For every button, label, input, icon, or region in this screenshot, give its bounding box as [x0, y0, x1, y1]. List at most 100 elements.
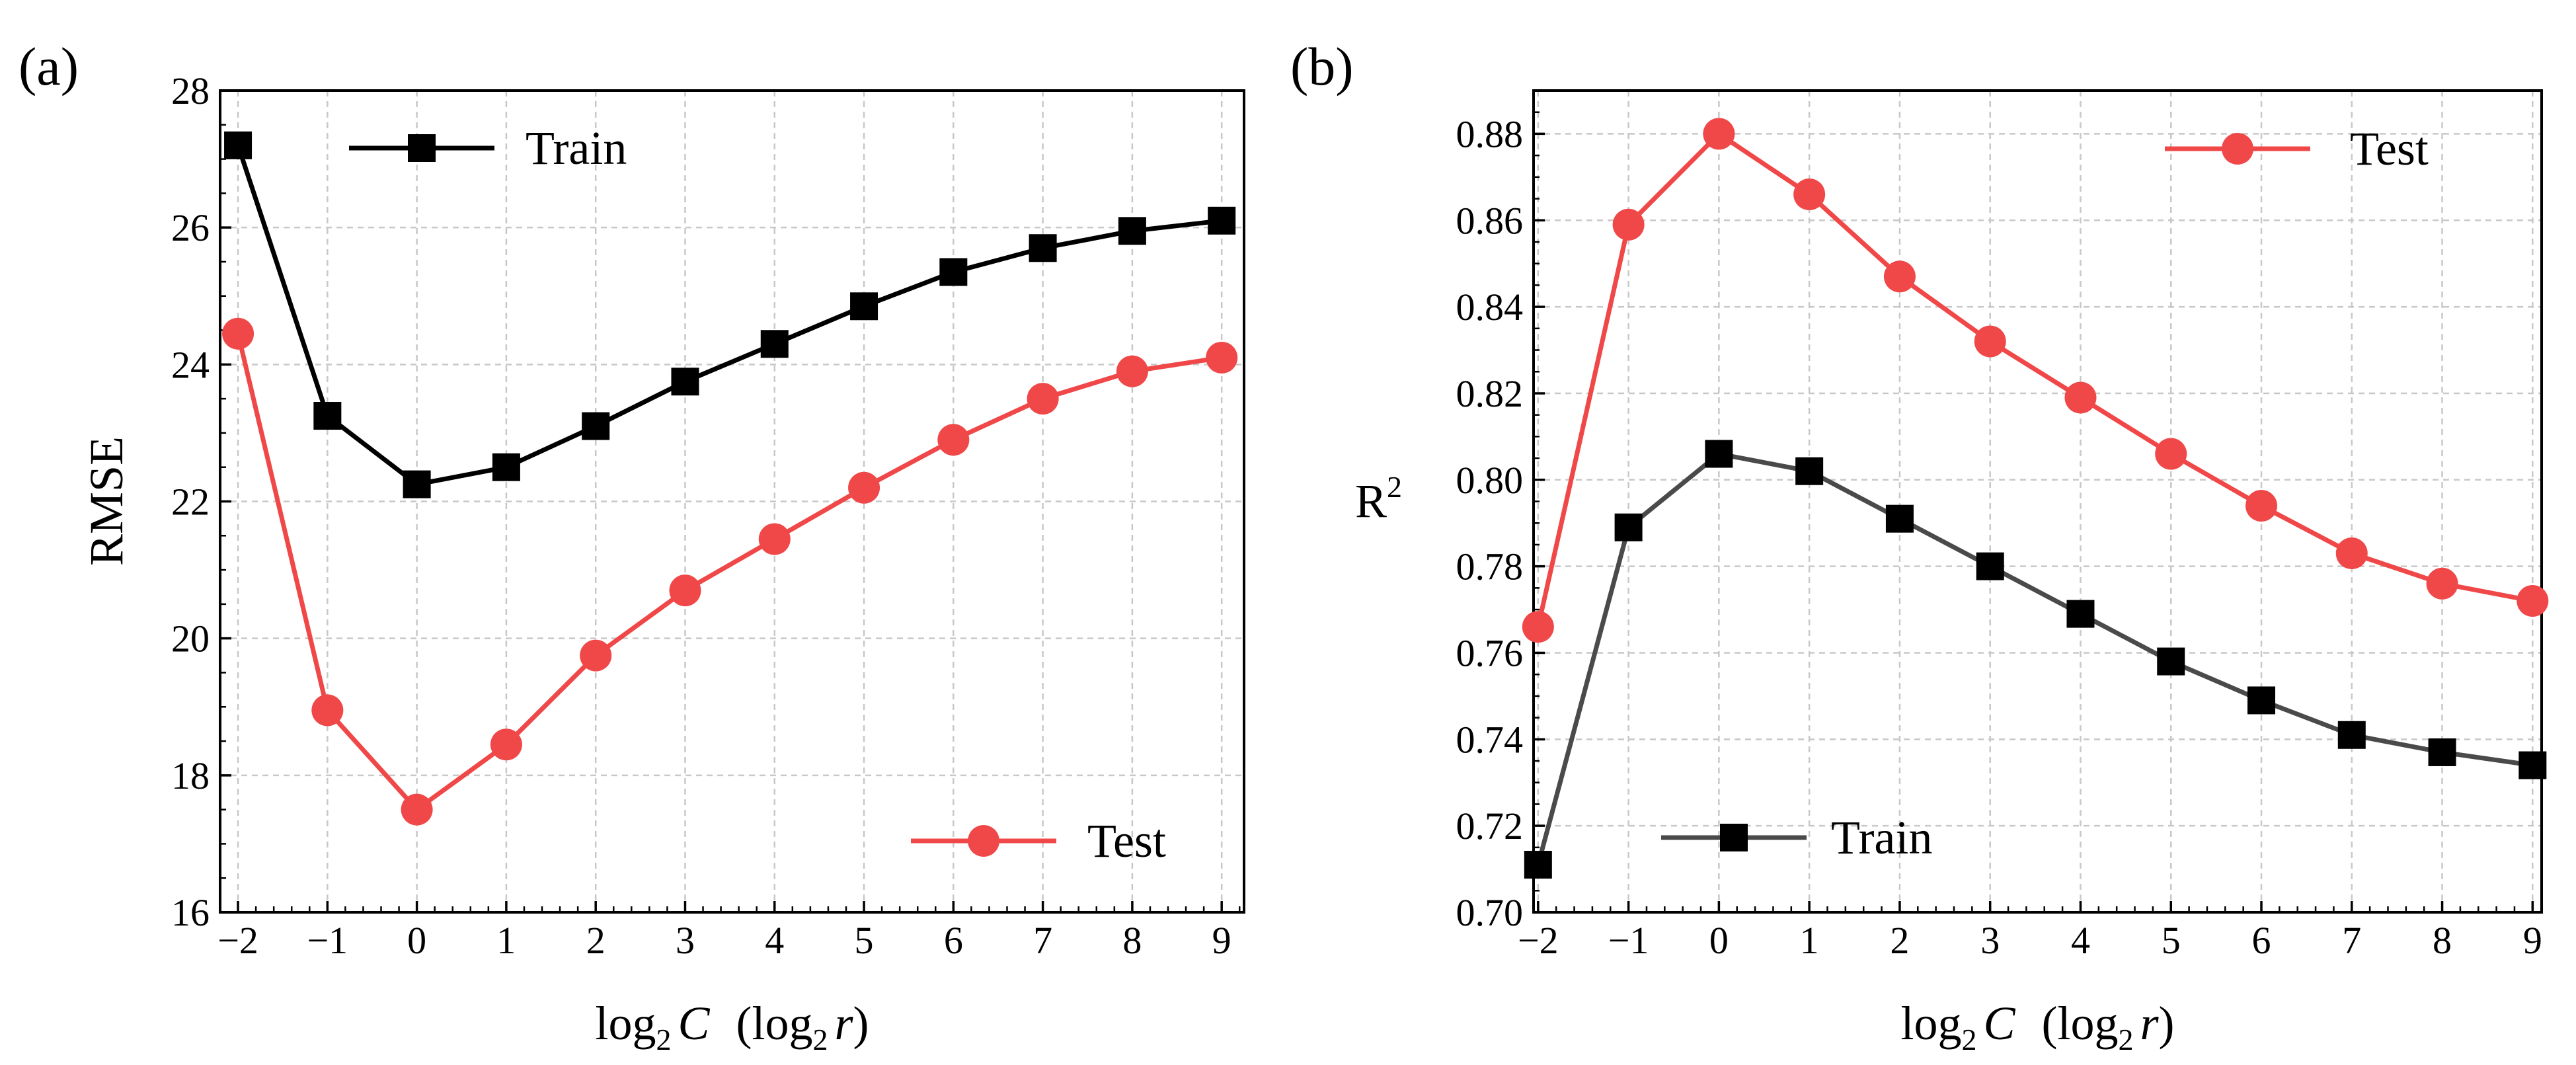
data-point-test: [937, 424, 970, 456]
y-axis-title: RMSE: [80, 436, 133, 566]
x-tick-label: −2: [217, 919, 258, 962]
data-point-train: [671, 368, 699, 396]
data-point-train: [2337, 721, 2366, 749]
y-tick-label: 16: [171, 891, 210, 934]
data-point-train: [1208, 206, 1236, 235]
data-point-test: [222, 317, 254, 350]
data-point-train: [2428, 738, 2456, 766]
data-point-train: [1795, 457, 1824, 485]
data-point-train: [313, 402, 342, 430]
x-axis-title-log: log: [1900, 997, 1961, 1050]
data-point-train: [850, 292, 878, 321]
y-tick-label: 0.74: [1456, 718, 1524, 761]
x-tick-label: 1: [1800, 919, 1819, 962]
x-axis-title-paren-var: r: [835, 997, 854, 1050]
y-tick-label: 0.70: [1456, 891, 1524, 934]
data-point-train: [1885, 504, 1914, 533]
y-tick-label: 0.78: [1456, 545, 1524, 588]
y-tick-label: 22: [171, 481, 210, 524]
data-point-test: [2517, 584, 2549, 617]
x-axis-title-sub: 2: [1961, 1023, 1976, 1056]
series-test: [1522, 118, 2549, 643]
series-line-test: [1536, 131, 2533, 627]
y-tick-label: 0.86: [1456, 199, 1524, 242]
y-axis-title-sup: 2: [1387, 470, 1402, 504]
x-tick-label: 9: [1212, 919, 1231, 962]
data-point-test: [758, 523, 791, 555]
x-tick-label: 9: [2523, 919, 2542, 962]
data-point-train: [2157, 647, 2185, 676]
x-tick-label: 6: [944, 919, 963, 962]
y-tick-label: 20: [171, 617, 210, 660]
data-point-test: [401, 793, 433, 826]
legend-marker: [2222, 133, 2253, 165]
data-point-test: [1522, 611, 1554, 643]
data-point-train: [1029, 234, 1057, 262]
data-point-test: [2155, 438, 2187, 470]
x-tick-label: −2: [1518, 919, 1559, 962]
x-axis-title: log2 C (log2 r): [1900, 997, 2174, 1056]
data-point-train: [492, 453, 520, 481]
data-point-train: [1614, 513, 1643, 541]
series-test: [222, 317, 1238, 826]
data-point-test: [2335, 537, 2368, 570]
x-axis-title-paren-var: r: [2140, 997, 2160, 1050]
x-tick-label: 5: [855, 919, 874, 962]
y-tick-label: 26: [171, 206, 210, 249]
data-point-train: [760, 330, 789, 358]
legend-entry-test: Test: [2165, 122, 2429, 175]
series-train: [224, 131, 1236, 498]
x-tick-label: 4: [765, 919, 784, 962]
data-point-train: [2247, 686, 2276, 715]
series-line-test: [235, 333, 1222, 812]
chart-panel-a: −2 −1 0 1 2 3 4 5 6 7 8 916182022242628TrainTest(a)…: [19, 36, 1245, 1056]
legend-label: Test: [2350, 122, 2429, 175]
data-point-test: [1027, 383, 1059, 415]
data-point-train: [224, 131, 253, 159]
x-tick-label: 8: [2433, 919, 2452, 962]
legend-entry-train: Train: [1661, 811, 1932, 864]
x-tick-label: 6: [2252, 919, 2271, 962]
x-tick-label: 3: [676, 919, 695, 962]
x-axis-title-var: C: [1983, 997, 2015, 1050]
data-point-test: [669, 574, 701, 607]
data-point-test: [1612, 208, 1645, 241]
x-tick-label: 3: [1980, 919, 2000, 962]
x-axis-title-paren-close: ): [2159, 997, 2175, 1050]
x-axis-title-sub: 2: [656, 1023, 671, 1056]
legend-marker: [408, 134, 436, 162]
x-tick-label: 8: [1122, 919, 1142, 962]
data-point-train: [2518, 751, 2547, 779]
data-point-train: [1705, 440, 1733, 468]
x-tick-label: −1: [307, 919, 348, 962]
x-tick-label: 7: [1033, 919, 1052, 962]
data-point-train: [1976, 552, 2004, 580]
data-point-test: [580, 639, 612, 672]
data-point-train: [403, 470, 431, 498]
plot-frame: [219, 89, 1245, 914]
chart-panel-b: −2 −1 0 1 2 3 4 5 6 7 8 9 0.70 0.72 0.74 0.76 0.78 0.80 0.…: [1290, 36, 2549, 1056]
x-axis-title-log: log: [595, 997, 656, 1050]
data-point-test: [2245, 490, 2278, 522]
x-tick-label: 7: [2342, 919, 2361, 962]
data-point-test: [848, 471, 880, 504]
panel-label: (a): [19, 36, 79, 97]
data-point-train: [1524, 851, 1552, 879]
x-axis-title-paren-open: (log: [736, 997, 813, 1050]
x-tick-label: 0: [1709, 919, 1729, 962]
data-point-train: [582, 412, 610, 440]
x-axis-title-paren-close: ): [853, 997, 869, 1050]
x-tick-label: −1: [1608, 919, 1649, 962]
x-tick-label: 5: [2162, 919, 2181, 962]
data-point-train: [1118, 217, 1146, 245]
data-point-test: [1793, 178, 1826, 211]
y-tick-label: 28: [171, 69, 210, 112]
legend-marker: [968, 825, 999, 857]
series-train: [1524, 440, 2547, 879]
x-axis-title-paren-sub: 2: [813, 1023, 828, 1056]
data-point-test: [1116, 355, 1148, 387]
y-tick-label: 0.84: [1456, 286, 1524, 329]
x-axis-title-paren-sub: 2: [2119, 1023, 2134, 1056]
legend-label: Test: [1087, 814, 1166, 867]
